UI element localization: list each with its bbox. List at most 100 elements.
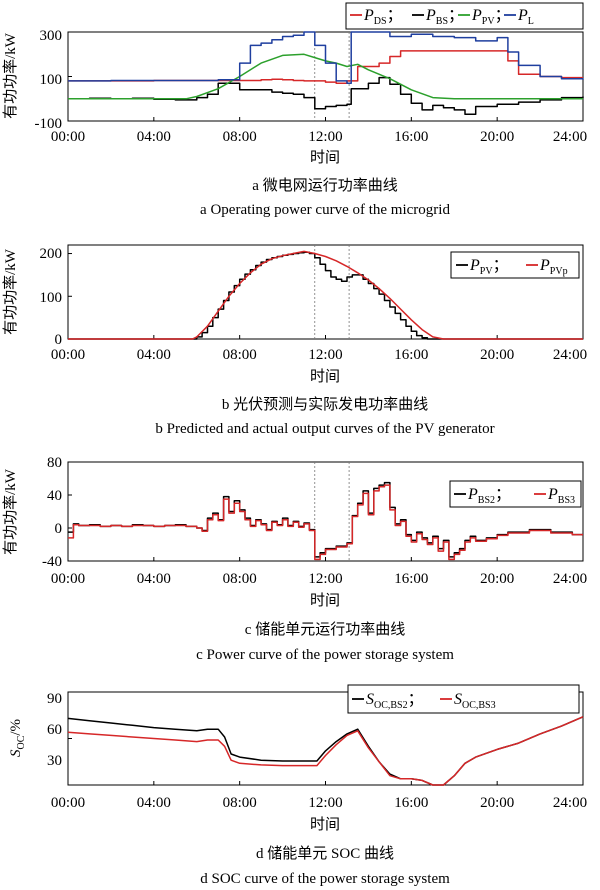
y-axis-label: 有功功率/kW bbox=[2, 32, 19, 119]
vertical-reference-lines bbox=[67, 31, 584, 122]
x-tick-label: 08:00 bbox=[223, 795, 257, 811]
x-tick-label: 08:00 bbox=[223, 129, 257, 145]
legend-box bbox=[449, 480, 582, 508]
y-tick-labels: 300 100 -100 bbox=[35, 28, 63, 132]
series-group bbox=[68, 31, 584, 116]
x-tick-label: 24:00 bbox=[553, 347, 587, 363]
legend-label: PPV； bbox=[469, 257, 509, 277]
legend-box bbox=[450, 251, 580, 279]
x-tick-label: 04:00 bbox=[137, 795, 171, 811]
legend-label: PDS； bbox=[363, 7, 403, 27]
vertical-reference-lines bbox=[67, 461, 584, 562]
x-tick-label: 04:00 bbox=[137, 571, 171, 587]
x-tick-label: 08:00 bbox=[223, 571, 257, 587]
x-tick-label: 04:00 bbox=[137, 347, 171, 363]
legend: PDS； PBS； PPV； PL bbox=[350, 7, 534, 27]
y-tick-label: 100 bbox=[40, 72, 63, 88]
y-tick-label: 100 bbox=[40, 290, 63, 306]
series-line-p-pvp bbox=[68, 250, 583, 340]
x-tick-label: 00:00 bbox=[51, 129, 85, 145]
x-tick-label: 20:00 bbox=[480, 129, 514, 145]
y-tick-label: -40 bbox=[42, 554, 62, 570]
panel-b: 200 100 0 00:00 04:00 08:00 12:00 16:00 … bbox=[2, 244, 587, 437]
x-axis-label: 时间 bbox=[310, 149, 340, 166]
x-tick-label: 12:00 bbox=[308, 571, 342, 587]
vertical-reference-lines bbox=[67, 691, 584, 786]
x-tick-label: 16:00 bbox=[394, 129, 428, 145]
x-tick-label: 04:00 bbox=[137, 129, 171, 145]
caption-zh: c 储能单元运行功率曲线 bbox=[245, 621, 405, 638]
series-group bbox=[68, 481, 583, 561]
y-tick-labels: 80 40 0 -40 bbox=[42, 455, 62, 570]
y-tick-label: -100 bbox=[35, 116, 63, 132]
caption-zh: b 光伏预测与实际发电功率曲线 bbox=[222, 396, 428, 413]
series-line-s-oc-bs3 bbox=[67, 716, 584, 786]
legend-label: PBS； bbox=[425, 7, 464, 27]
y-axis-label-sub: OC bbox=[16, 735, 27, 749]
caption-en: c Power curve of the power storage syste… bbox=[196, 647, 454, 663]
caption-en: d SOC curve of the power storage system bbox=[200, 871, 450, 887]
x-tick-label: 24:00 bbox=[553, 571, 587, 587]
y-tick-label: 40 bbox=[47, 488, 62, 504]
x-tick-label: 20:00 bbox=[480, 795, 514, 811]
series-line-p-bs3 bbox=[68, 484, 583, 561]
caption-en: b Predicted and actual output curves of … bbox=[155, 421, 494, 437]
caption-zh: a 微电网运行功率曲线 bbox=[252, 177, 397, 194]
y-axis-label: 有功功率/kW bbox=[2, 468, 19, 555]
series-group bbox=[67, 716, 584, 786]
x-tick-label: 16:00 bbox=[394, 795, 428, 811]
legend: PPV； PPVp bbox=[456, 257, 568, 277]
y-tick-labels: 200 100 0 bbox=[40, 246, 63, 348]
legend-box bbox=[345, 2, 584, 30]
panel-c: 80 40 0 -40 00:00 04:00 08:00 12:00 16:0… bbox=[2, 455, 587, 663]
x-tick-label: 20:00 bbox=[480, 347, 514, 363]
legend: PBS2； PBS3 bbox=[454, 486, 575, 506]
x-tick-labels: 00:00 04:00 08:00 12:00 16:00 20:00 24:0… bbox=[51, 571, 587, 587]
series-line-p-l bbox=[68, 31, 584, 84]
y-axis-label: SOC/% bbox=[8, 719, 27, 757]
legend-label: PPV； bbox=[471, 7, 511, 27]
legend-label: SOC,BS3 bbox=[454, 691, 496, 711]
caption-zh: d 储能单元 SOC 曲线 bbox=[256, 845, 394, 862]
x-axis-label: 时间 bbox=[310, 368, 340, 385]
legend-box bbox=[347, 684, 580, 714]
x-axis-label: 时间 bbox=[310, 816, 340, 833]
series-line-s-oc-bs2 bbox=[67, 716, 584, 786]
legend-label: PL bbox=[517, 7, 534, 27]
y-tick-label: 0 bbox=[55, 521, 63, 537]
caption-en: a Operating power curve of the microgrid bbox=[200, 202, 450, 218]
series-group bbox=[68, 250, 583, 340]
x-tick-label: 00:00 bbox=[51, 571, 85, 587]
x-tick-label: 08:00 bbox=[223, 347, 257, 363]
x-tick-label: 24:00 bbox=[553, 795, 587, 811]
panel-d: 90 60 30 00:00 04:00 08:00 12:00 16:00 2… bbox=[8, 684, 587, 887]
x-tick-labels: 00:00 04:00 08:00 12:00 16:00 20:00 24:0… bbox=[51, 347, 587, 363]
x-tick-label: 00:00 bbox=[51, 795, 85, 811]
y-tick-label: 60 bbox=[47, 722, 62, 738]
series-line-p-pv bbox=[68, 251, 583, 340]
legend-label: PBS3 bbox=[547, 486, 575, 506]
x-tick-label: 20:00 bbox=[480, 571, 514, 587]
series-line-p-bs bbox=[68, 76, 584, 116]
x-tick-label: 00:00 bbox=[51, 347, 85, 363]
x-tick-label: 12:00 bbox=[308, 795, 342, 811]
y-tick-labels: 90 60 30 bbox=[47, 691, 62, 769]
y-tick-label: 90 bbox=[47, 691, 62, 707]
panel-a: 300 100 -100 00:00 04:00 08:00 12:00 16:… bbox=[2, 2, 587, 218]
legend-label: SOC,BS2； bbox=[366, 691, 424, 711]
y-axis-label-main: S bbox=[8, 749, 24, 757]
x-tick-label: 16:00 bbox=[394, 571, 428, 587]
x-tick-label: 24:00 bbox=[553, 129, 587, 145]
legend-label: PBS2； bbox=[467, 486, 511, 506]
y-tick-label: 0 bbox=[55, 332, 63, 348]
x-tick-label: 12:00 bbox=[308, 347, 342, 363]
y-tick-label: 30 bbox=[47, 753, 62, 769]
y-axis-label: 有功功率/kW bbox=[2, 248, 19, 335]
legend: SOC,BS2； SOC,BS3 bbox=[352, 691, 496, 711]
y-tick-label: 200 bbox=[40, 246, 63, 262]
plot-frame bbox=[67, 461, 584, 562]
legend-label: PPVp bbox=[539, 257, 568, 277]
y-axis-label-tail: /% bbox=[8, 719, 24, 736]
x-tick-labels: 00:00 04:00 08:00 12:00 16:00 20:00 24:0… bbox=[51, 795, 587, 811]
